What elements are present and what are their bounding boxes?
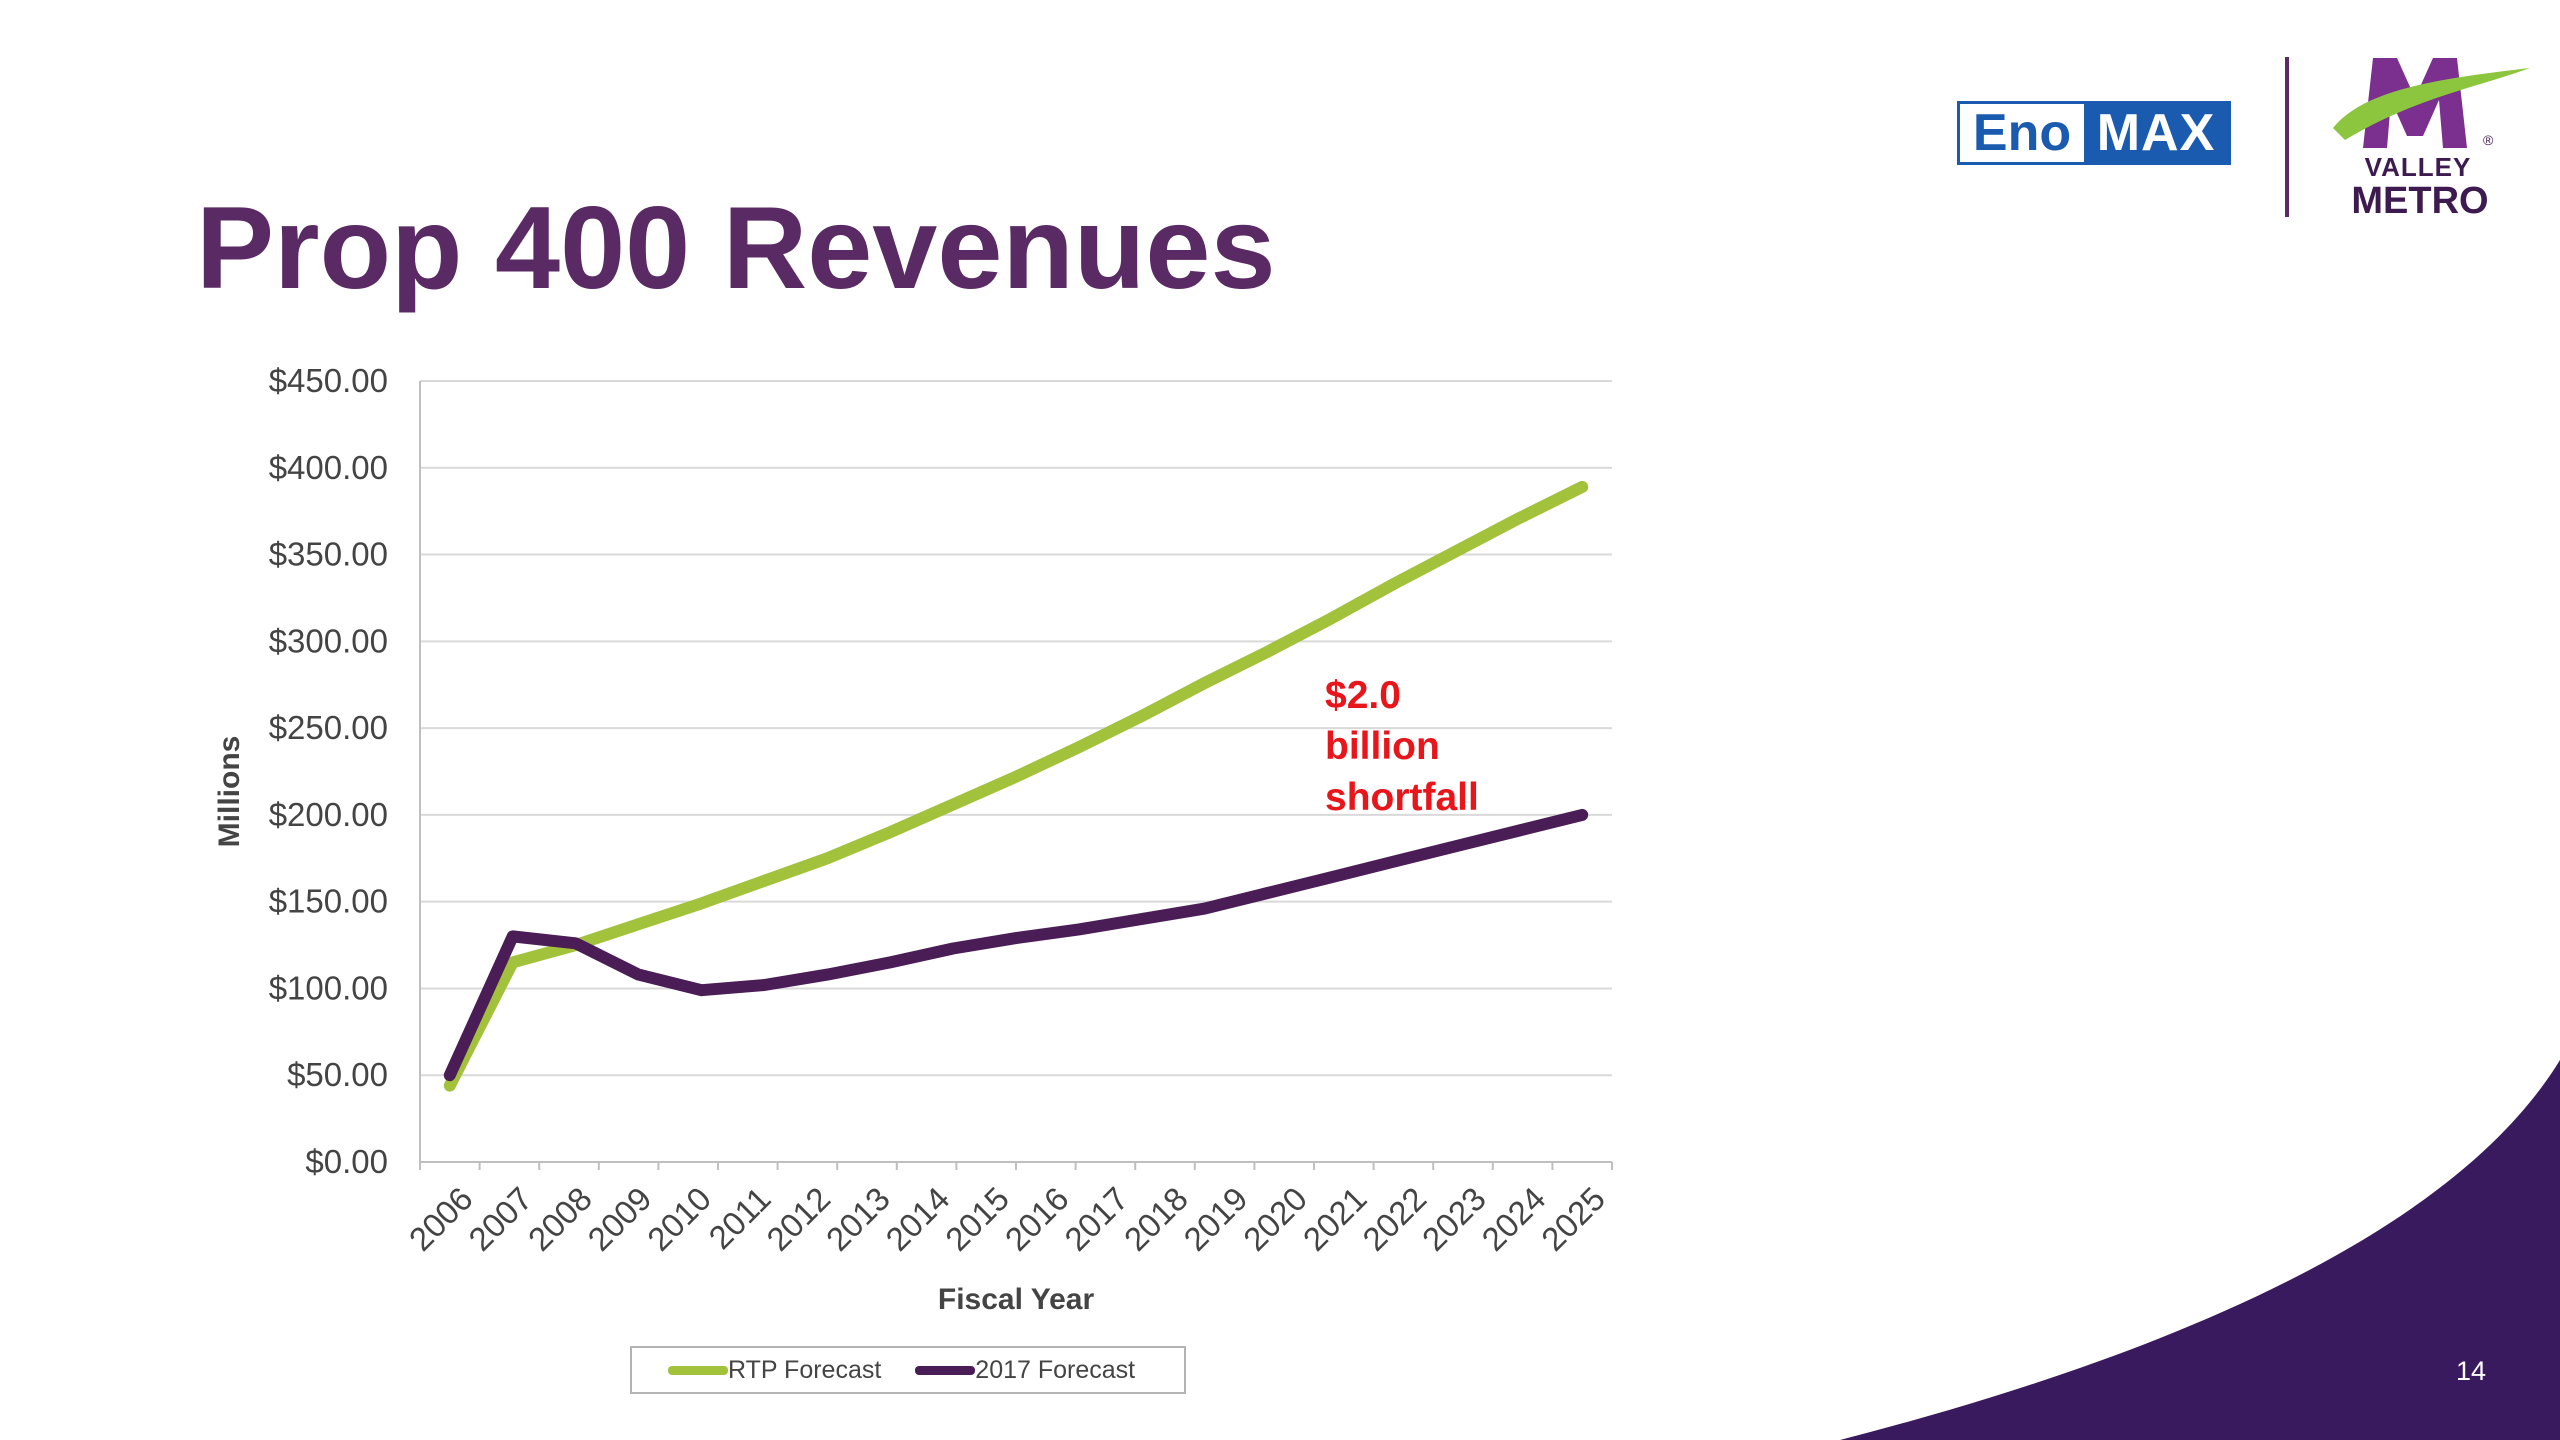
legend-item-rtp: RTP Forecast	[668, 1356, 881, 1385]
x-tick-label: 2006	[402, 1180, 480, 1258]
y-tick-label: $300.00	[269, 622, 388, 659]
x-tick-label: 2023	[1415, 1180, 1493, 1258]
x-tick-label: 2025	[1534, 1180, 1612, 1258]
valley-metro-m-icon	[2333, 58, 2530, 148]
x-tick-label: 2010	[640, 1180, 718, 1258]
y-tick-label: $350.00	[269, 536, 388, 573]
x-tick-label: 2015	[938, 1180, 1016, 1258]
enomax-logo-max: MAX	[2084, 104, 2228, 162]
x-tick-label: 2007	[461, 1180, 539, 1258]
chart-legend: RTP Forecast 2017 Forecast	[630, 1346, 1186, 1394]
enomax-logo: Eno MAX	[1957, 101, 2231, 165]
annotation-text: $2.0	[1325, 674, 1401, 717]
x-tick-label: 2020	[1236, 1180, 1314, 1258]
series-line-0	[443, 480, 1589, 1092]
legend-label-2017: 2017 Forecast	[975, 1355, 1136, 1384]
x-tick-label: 2014	[878, 1180, 956, 1258]
x-tick-label: 2013	[819, 1180, 897, 1258]
valley-metro-text-valley: VALLEY	[2364, 152, 2472, 182]
x-tick-label: 2021	[1296, 1180, 1374, 1258]
y-tick-label: $400.00	[269, 449, 388, 486]
y-tick-label: $100.00	[269, 969, 388, 1006]
annotation-text: billion	[1325, 725, 1440, 768]
x-tick-label: 2024	[1474, 1180, 1552, 1258]
y-tick-label: $250.00	[269, 709, 388, 746]
legend-item-2017: 2017 Forecast	[915, 1356, 1135, 1385]
x-tick-label: 2018	[1117, 1180, 1195, 1258]
x-tick-label: 2009	[580, 1180, 658, 1258]
annotation-text: shortfall	[1325, 776, 1479, 819]
x-tick-label: 2011	[701, 1180, 777, 1256]
x-tick-label: 2012	[759, 1180, 837, 1258]
x-tick-label: 2022	[1355, 1180, 1433, 1258]
y-tick-label: $200.00	[269, 796, 388, 833]
legend-swatch-rtp	[668, 1365, 728, 1375]
page-title: Prop 400 Revenues	[196, 182, 1276, 313]
x-axis-title: Fiscal Year	[938, 1283, 1095, 1316]
legend-label-rtp: RTP Forecast	[728, 1355, 882, 1384]
page-number: 14	[2456, 1356, 2487, 1386]
x-tick-label: 2016	[998, 1180, 1076, 1258]
series-line-1	[443, 808, 1589, 1082]
line-chart: $0.00 $50.00 $100.00 $150.00 $200.00 $250.00 $…	[213, 362, 1613, 1316]
valley-metro-text-metro: METRO	[2351, 180, 2489, 222]
x-tick-label: 2017	[1057, 1180, 1135, 1258]
y-tick-label: $150.00	[269, 883, 388, 920]
y-tick-label: $50.00	[287, 1056, 388, 1093]
legend-swatch-2017	[915, 1365, 976, 1375]
enomax-logo-eno: Eno	[1960, 104, 2084, 162]
y-tick-label: $450.00	[269, 362, 388, 399]
registered-mark: ®	[2483, 132, 2494, 148]
decorative-swoosh	[1840, 1060, 2560, 1440]
valley-metro-logo: ® VALLEY METRO	[2325, 48, 2535, 228]
x-tick-label: 2019	[1176, 1180, 1254, 1258]
logo-divider	[2285, 57, 2289, 217]
y-axis-title: Millions	[213, 736, 246, 848]
y-tick-label: $0.00	[305, 1143, 388, 1180]
x-tick-label: 2008	[521, 1180, 599, 1258]
